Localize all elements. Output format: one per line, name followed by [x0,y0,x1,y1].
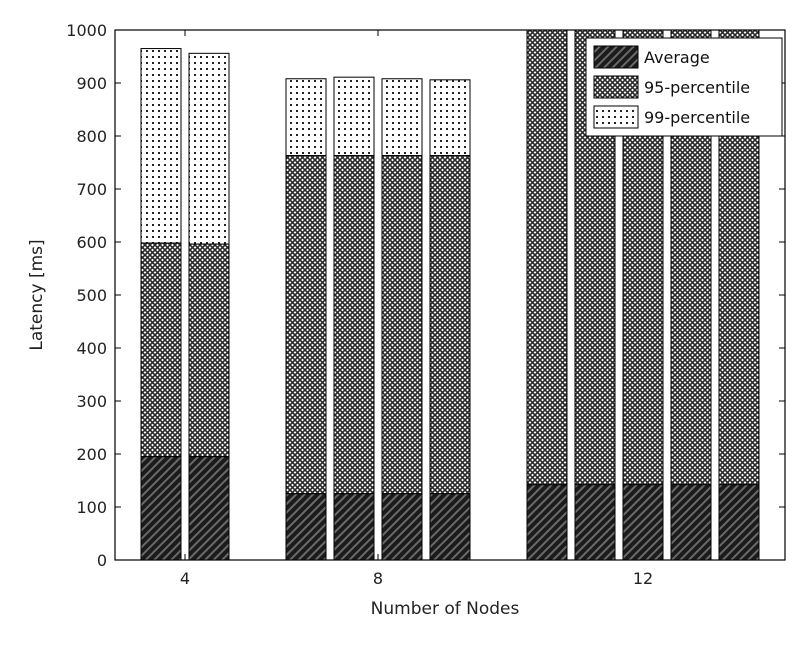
y-tick-label: 600 [76,233,107,252]
y-tick-label: 700 [76,180,107,199]
bar-average [670,484,712,561]
bar-95-percentile [381,155,423,495]
bar-95-percentile [140,242,182,458]
y-tick-label: 400 [76,339,107,358]
legend-label-average: Average [644,48,710,67]
legend-swatch-average [593,45,639,69]
bar-average [429,493,471,561]
bar-99-percentile [285,78,327,157]
bar-95-percentile [285,155,327,495]
bar-average [526,484,568,561]
legend-swatch-p95 [593,75,639,99]
y-tick-label: 200 [76,445,107,464]
legend-label-p99: 99-percentile [644,108,750,127]
x-tick-label: 4 [180,569,190,588]
bar-99-percentile [333,76,375,157]
legend: Average 95-percentile 99-percentile [585,37,783,137]
y-axis: 0 100 200 300 400 500 600 700 800 900 1000 [66,21,785,570]
y-tick-label: 900 [76,74,107,93]
y-axis-title: Latency [ms] [27,239,47,350]
bar-95-percentile [526,29,568,486]
bar-99-percentile [188,52,230,245]
y-tick-label: 100 [76,498,107,517]
bar-99-percentile [429,79,471,157]
y-tick-label: 500 [76,286,107,305]
legend-label-p95: 95-percentile [644,78,750,97]
x-tick-label: 12 [633,569,653,588]
bar-average [140,456,182,561]
x-axis-title: Number of Nodes [371,599,520,619]
bar-99-percentile [140,48,182,244]
bar-95-percentile [429,155,471,495]
bar-average [188,456,230,561]
bar-average [718,484,760,561]
bar-average [333,493,375,561]
y-tick-label: 300 [76,392,107,411]
x-tick-label: 8 [373,569,383,588]
bar-average [574,484,616,561]
bar-95-percentile [333,155,375,495]
bar-average [381,493,423,561]
y-tick-label: 800 [76,127,107,146]
bar-average [285,493,327,561]
bar-95-percentile [188,243,230,458]
bar-average [622,484,664,561]
y-tick-label: 0 [97,551,107,570]
legend-swatch-p99 [593,105,639,129]
y-tick-label: 1000 [66,21,107,40]
bar-99-percentile [381,78,423,157]
